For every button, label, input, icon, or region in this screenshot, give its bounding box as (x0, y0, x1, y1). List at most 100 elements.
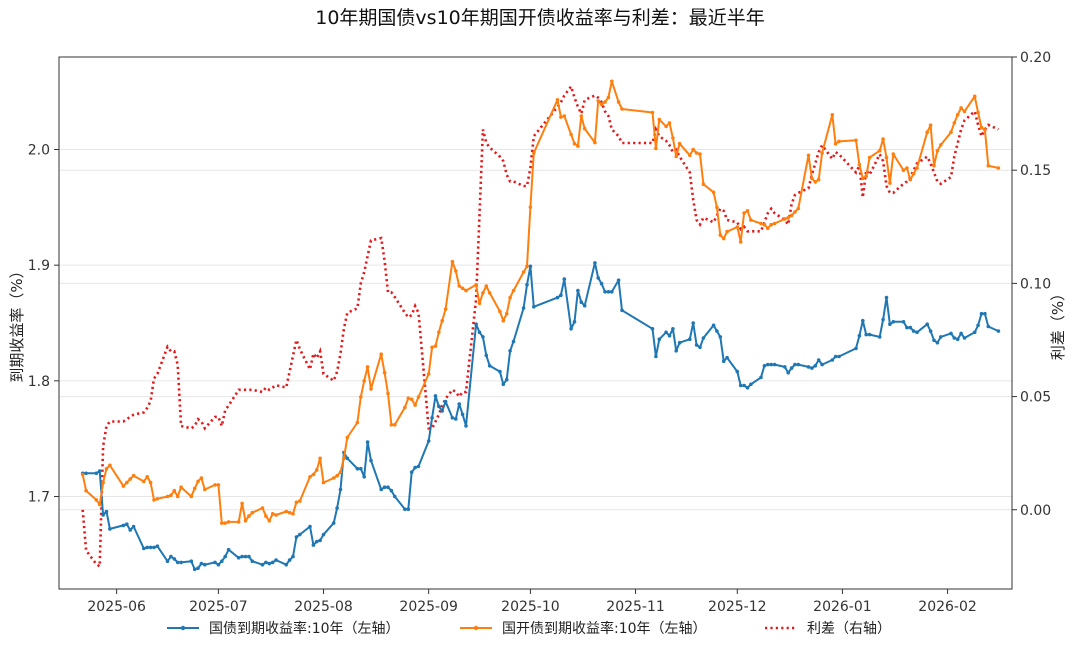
series-layer (80, 79, 1001, 572)
data-point (769, 362, 773, 367)
data-point (104, 466, 109, 471)
data-point (250, 559, 255, 563)
data-point (413, 403, 417, 407)
data-point (291, 512, 295, 516)
data-point (806, 153, 811, 158)
data-point (359, 395, 363, 399)
data-point (810, 366, 814, 370)
data-point (464, 288, 468, 293)
data-point (108, 463, 112, 468)
data-point (884, 155, 889, 160)
data-point (525, 283, 529, 287)
data-point (877, 148, 882, 153)
data-point (521, 306, 526, 310)
data-point (97, 469, 102, 473)
data-point (915, 166, 919, 170)
data-point (772, 362, 777, 367)
legend-marker (473, 625, 479, 631)
data-point (610, 290, 614, 294)
data-point (365, 440, 370, 444)
data-point (891, 152, 896, 156)
data-point (759, 375, 763, 380)
data-point (487, 364, 492, 368)
data-point (976, 323, 980, 328)
data-point (721, 359, 726, 364)
data-point (715, 205, 719, 210)
data-point (654, 146, 658, 151)
x-tick-label: 2026-01 (813, 599, 872, 615)
data-point (691, 147, 695, 152)
y-left-tick-label: 2.0 (28, 143, 50, 159)
data-point (606, 290, 611, 294)
data-point (620, 107, 624, 111)
data-point (199, 476, 204, 480)
data-point (382, 370, 387, 375)
data-point (925, 322, 929, 327)
data-point (657, 337, 662, 342)
x-tick-label: 2025-07 (189, 599, 248, 615)
data-point (725, 229, 729, 234)
data-point (813, 180, 818, 184)
data-point (881, 137, 885, 141)
data-point (481, 335, 485, 339)
data-point (582, 303, 587, 308)
y-axis-left-label: 到期收益率（%） (8, 263, 26, 382)
y-right-tick-label: 0.05 (1020, 390, 1051, 406)
data-point (311, 543, 316, 547)
data-point (437, 404, 441, 409)
data-point (555, 98, 560, 102)
data-point (101, 513, 105, 517)
data-point (579, 114, 584, 118)
data-point (189, 494, 194, 499)
chart-title: 10年期国债vs10年期国开债收益率与利差：最近半年 (315, 7, 765, 29)
legend-item-2: 利差（右轴） (765, 621, 891, 637)
data-point (240, 554, 244, 559)
grid-lines (59, 56, 1012, 511)
data-point (80, 472, 85, 477)
data-point (487, 291, 492, 295)
data-point (315, 468, 319, 472)
data-point (884, 295, 889, 300)
data-point (698, 152, 702, 156)
data-point (986, 163, 991, 168)
data-point (145, 545, 149, 550)
y-right-tick-label: 0.00 (1020, 503, 1051, 519)
data-point (559, 293, 563, 298)
data-point (416, 464, 421, 469)
data-point (962, 336, 967, 340)
data-point (569, 327, 573, 331)
data-point (430, 416, 434, 420)
legend-label: 国债到期收益率:10年（左轴） (209, 620, 400, 637)
data-point (861, 318, 865, 323)
data-point (796, 362, 801, 367)
data-point (216, 483, 221, 487)
data-point (267, 519, 272, 523)
series-1 (80, 79, 1001, 525)
data-point (250, 510, 255, 515)
data-point (338, 470, 343, 475)
data-point (813, 364, 818, 368)
data-point (698, 345, 702, 350)
data-point (657, 117, 662, 122)
data-point (196, 566, 200, 570)
data-point (338, 487, 343, 492)
data-point (983, 311, 987, 316)
data-point (298, 532, 302, 537)
data-point (725, 355, 729, 360)
data-point (742, 383, 746, 388)
data-point (450, 259, 455, 264)
data-point (701, 336, 706, 340)
data-point (355, 420, 360, 425)
data-point (179, 485, 183, 490)
data-point (270, 512, 275, 516)
data-point (97, 502, 102, 507)
data-point (318, 538, 322, 543)
data-point (711, 190, 716, 195)
data-point (172, 557, 177, 561)
data-point (786, 370, 790, 375)
data-point (738, 240, 743, 244)
data-point (308, 524, 312, 529)
data-point (342, 456, 346, 461)
data-point (508, 349, 512, 353)
data-point (175, 560, 180, 565)
